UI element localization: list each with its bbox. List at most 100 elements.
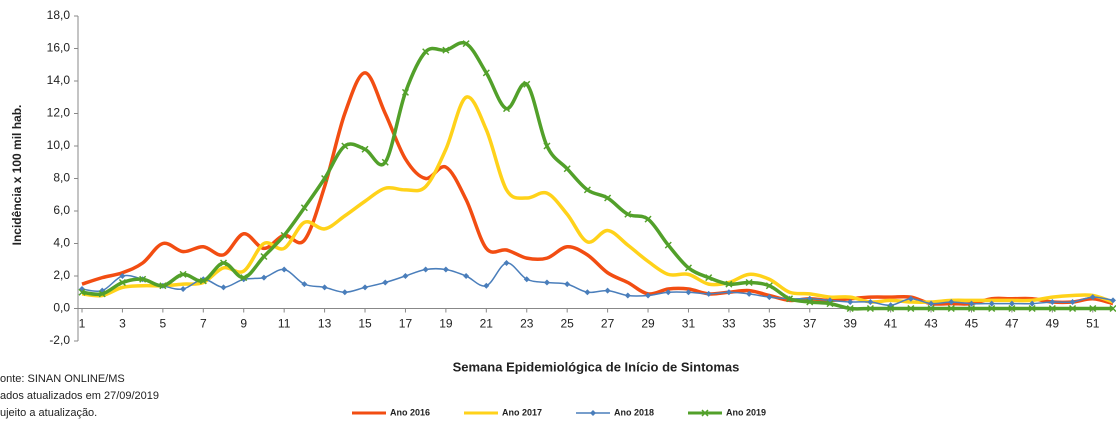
marker — [300, 204, 308, 212]
x-tick-label: 3 — [119, 317, 126, 331]
footnote: ados atualizados em 27/09/2019 — [0, 390, 159, 402]
marker — [361, 145, 369, 153]
marker — [321, 284, 328, 291]
marker — [401, 88, 409, 96]
legend-marker — [590, 410, 596, 416]
x-tick-label: 11 — [278, 317, 291, 331]
marker — [604, 194, 612, 202]
marker — [624, 210, 632, 218]
marker — [1109, 304, 1116, 313]
marker — [502, 105, 511, 113]
marker — [462, 40, 470, 48]
marker — [725, 289, 732, 296]
marker — [947, 304, 955, 313]
x-tick-label: 49 — [1046, 317, 1060, 331]
legend-label: Ano 2018 — [614, 407, 654, 417]
x-tick-label: 47 — [1005, 317, 1019, 331]
marker — [846, 304, 854, 313]
marker — [967, 304, 976, 313]
y-tick-label: 0,0 — [53, 301, 70, 315]
marker — [442, 46, 450, 54]
y-tick-label: -2,0 — [49, 333, 70, 347]
marker — [928, 300, 935, 307]
marker — [1089, 294, 1096, 301]
x-tick-label: 37 — [803, 317, 817, 331]
marker — [180, 286, 187, 292]
marker — [381, 158, 389, 166]
marker — [523, 276, 530, 283]
x-tick-label: 27 — [601, 317, 615, 331]
x-tick-label: 19 — [439, 317, 453, 331]
marker — [422, 48, 430, 56]
y-tick-label: 8,0 — [53, 171, 70, 185]
marker — [907, 304, 915, 313]
x-tick-label: 41 — [884, 317, 898, 331]
y-tick-label: 16,0 — [47, 41, 71, 55]
marker — [907, 295, 914, 302]
x-tick-label: 39 — [844, 317, 858, 331]
marker — [705, 274, 713, 282]
marker — [1028, 304, 1036, 313]
y-tick-label: 14,0 — [47, 73, 71, 87]
marker — [725, 280, 733, 288]
marker — [604, 287, 611, 294]
marker — [78, 288, 86, 296]
marker — [847, 299, 854, 305]
marker — [645, 292, 652, 299]
marker — [644, 215, 652, 223]
marker — [988, 300, 995, 307]
marker — [341, 289, 348, 296]
marker — [624, 292, 631, 299]
legend-marker — [701, 409, 709, 417]
marker — [564, 281, 571, 288]
marker — [281, 266, 288, 273]
marker — [482, 69, 490, 77]
marker — [321, 174, 329, 183]
marker — [705, 290, 712, 297]
marker — [563, 165, 571, 173]
x-tick-label: 1 — [79, 317, 86, 331]
marker — [280, 231, 288, 239]
marker — [583, 186, 591, 194]
x-tick-label: 23 — [520, 317, 534, 331]
marker — [1048, 304, 1056, 313]
x-tick-label: 43 — [924, 317, 938, 331]
marker — [1110, 297, 1116, 304]
marker — [301, 281, 308, 288]
marker — [260, 274, 267, 281]
marker — [362, 284, 369, 291]
x-tick-label: 7 — [200, 317, 207, 331]
y-tick-label: 6,0 — [53, 203, 70, 217]
legend-label: Ano 2017 — [502, 407, 542, 417]
marker — [766, 294, 773, 301]
marker — [887, 304, 895, 313]
marker — [98, 290, 106, 298]
marker — [685, 289, 692, 296]
marker — [240, 274, 248, 282]
marker — [786, 295, 794, 303]
marker — [1089, 304, 1097, 313]
marker — [665, 289, 672, 296]
footnote: ujeito a atualização. — [0, 407, 97, 419]
y-tick-label: 12,0 — [47, 106, 71, 120]
series-line — [81, 41, 1113, 311]
marker — [1029, 300, 1036, 307]
marker — [118, 278, 126, 287]
x-tick-label: 13 — [318, 317, 332, 331]
y-axis-title: Incidência x 100 mil hab. — [10, 105, 24, 246]
marker — [341, 142, 349, 150]
x-tick-label: 21 — [480, 317, 494, 331]
y-tick-label: 2,0 — [53, 268, 70, 282]
marker — [826, 300, 834, 308]
marker — [765, 282, 773, 290]
marker — [806, 298, 814, 306]
marker — [684, 264, 693, 272]
marker — [159, 282, 167, 290]
x-tick-label: 29 — [641, 317, 655, 331]
x-axis-title: Semana Epidemiológica de Início de Sinto… — [453, 359, 740, 374]
x-tick-label: 17 — [399, 317, 413, 331]
marker — [442, 266, 449, 273]
marker — [1049, 299, 1056, 305]
